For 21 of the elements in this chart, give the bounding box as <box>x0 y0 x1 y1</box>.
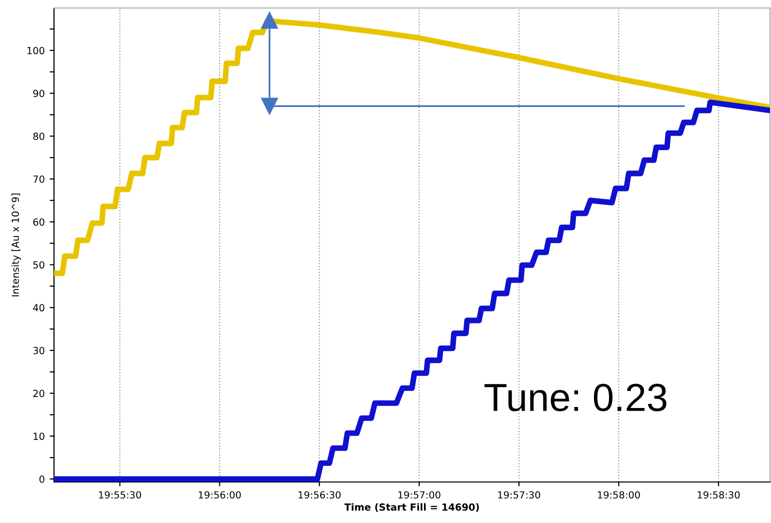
y-tick-label: 20 <box>33 390 44 398</box>
y-tick-label: 0 <box>39 475 44 483</box>
y-axis-title: Intensity [Au x 10^9] <box>11 194 21 296</box>
annotation: Tune: 0.23 <box>484 384 666 412</box>
y-tick-label: 80 <box>33 132 44 140</box>
y-tick-label: 50 <box>33 261 44 269</box>
y-tick-label: 10 <box>34 432 44 440</box>
y-tick-label: 70 <box>33 175 44 183</box>
x-axis-title: Time (Start Fill = 14690) <box>344 503 479 512</box>
x-tick-label: 19:57:30 <box>498 491 540 499</box>
x-tick-label: 19:57:00 <box>398 491 440 499</box>
x-tick-label: 19:58:00 <box>598 491 640 499</box>
y-tick-label: 30 <box>33 346 44 354</box>
y-tick-label: 100 <box>27 46 44 54</box>
y-tick-label: 90 <box>33 90 44 98</box>
x-tick-label: 19:55:30 <box>99 491 142 499</box>
y-tick-label: 60 <box>33 218 44 226</box>
x-tick-label: 19:58:30 <box>698 491 740 499</box>
x-tick-label: 19:56:30 <box>298 491 341 499</box>
y-tick-label: 40 <box>33 304 44 312</box>
x-tick-label: 19:56:00 <box>198 491 241 499</box>
